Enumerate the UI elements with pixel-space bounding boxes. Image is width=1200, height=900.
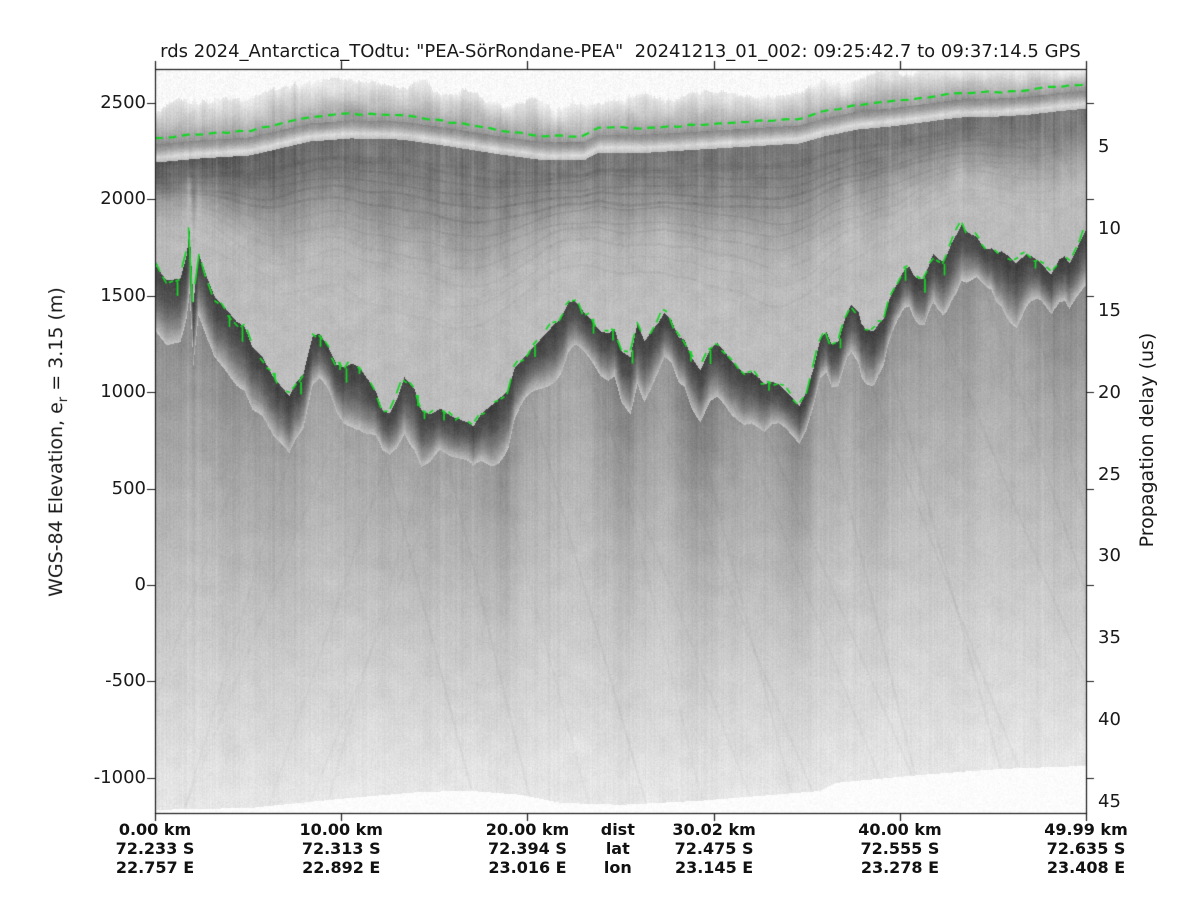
coordinate-row-headers-row-2: lon xyxy=(603,858,632,877)
left-axis-title: WGS-84 Elevation, er = 3.15 (m) xyxy=(45,287,71,597)
delay-tick-label: 20 xyxy=(1098,381,1121,403)
elevation-tick-label: 2500 xyxy=(100,91,146,113)
coordinate-column-0: 0.00 km 72.233 S 22.757 E xyxy=(116,820,195,877)
delay-tick-label: 5 xyxy=(1098,136,1110,158)
coordinate-column-0-row-2: 22.757 E xyxy=(115,858,195,877)
coordinate-column-5-row-0: 49.99 km xyxy=(1044,820,1128,839)
coordinate-column-3-row-0: 30.02 km xyxy=(672,820,756,839)
coordinate-column-0-row-1: 72.233 S xyxy=(115,839,195,858)
coordinate-column-2-row-1: 72.394 S xyxy=(488,839,567,858)
plot-title: rds 2024_Antarctica_TOdtu: "PEA-SörRonda… xyxy=(160,41,1081,62)
coordinate-column-2-row-0: 20.00 km xyxy=(485,820,570,839)
elevation-tick-label: 1000 xyxy=(100,381,146,403)
delay-tick-label: 45 xyxy=(1098,790,1121,812)
coordinate-column-5-row-2: 23.408 E xyxy=(1046,858,1126,877)
coordinate-column-2-row-2: 23.016 E xyxy=(488,858,567,877)
delay-tick-label: 40 xyxy=(1098,708,1121,730)
coordinate-column-1-row-2: 22.892 E xyxy=(302,858,381,877)
coordinate-column-5: 49.99 km 72.635 S 23.408 E xyxy=(1044,820,1128,877)
delay-tick-label: 10 xyxy=(1098,218,1121,240)
right-axis-title: Propagation delay (us) xyxy=(1136,332,1158,548)
delay-tick-label: 30 xyxy=(1098,545,1121,567)
elevation-tick-label: 1500 xyxy=(100,284,146,306)
coordinate-column-2: 20.00 km 72.394 S 23.016 E xyxy=(486,820,570,877)
coordinate-column-3-row-2: 23.145 E xyxy=(674,858,754,877)
elevation-tick-label: 2000 xyxy=(100,188,146,210)
elevation-tick-label: -1000 xyxy=(93,766,146,788)
elevation-tick-label: -500 xyxy=(105,670,146,692)
coordinate-column-1-row-0: 10.00 km xyxy=(299,820,383,839)
coordinate-column-1-row-1: 72.313 S xyxy=(301,839,381,858)
left-axis-title-subscript: r xyxy=(55,396,71,403)
coordinate-column-0-row-0: 0.00 km xyxy=(118,820,192,839)
delay-tick-label: 35 xyxy=(1098,627,1121,649)
coordinate-column-4-row-1: 72.555 S xyxy=(860,839,940,858)
coordinate-column-3-row-1: 72.475 S xyxy=(674,839,754,858)
coordinate-column-5-row-1: 72.635 S xyxy=(1046,839,1126,858)
left-axis-title-units: = 3.15 (m) xyxy=(45,287,68,397)
elevation-tick-label: 500 xyxy=(111,477,146,499)
coordinate-column-4: 40.00 km 72.555 S 23.278 E xyxy=(858,820,942,877)
left-axis-title-text: WGS-84 Elevation, e xyxy=(45,402,68,597)
elevation-tick-label: 0 xyxy=(134,574,146,596)
coordinate-row-headers: dist lat lon xyxy=(601,820,635,877)
coordinate-column-4-row-0: 40.00 km xyxy=(858,820,942,839)
coordinate-row-headers-row-0: dist xyxy=(600,820,635,839)
delay-tick-label: 25 xyxy=(1098,463,1121,485)
coordinate-row-headers-row-1: lat xyxy=(605,839,630,858)
coordinate-column-3: 30.02 km 72.475 S 23.145 E xyxy=(672,820,756,877)
coordinate-column-1: 10.00 km 72.313 S 22.892 E xyxy=(299,820,383,877)
coordinate-column-4-row-2: 23.278 E xyxy=(860,858,940,877)
delay-tick-label: 15 xyxy=(1098,300,1121,321)
